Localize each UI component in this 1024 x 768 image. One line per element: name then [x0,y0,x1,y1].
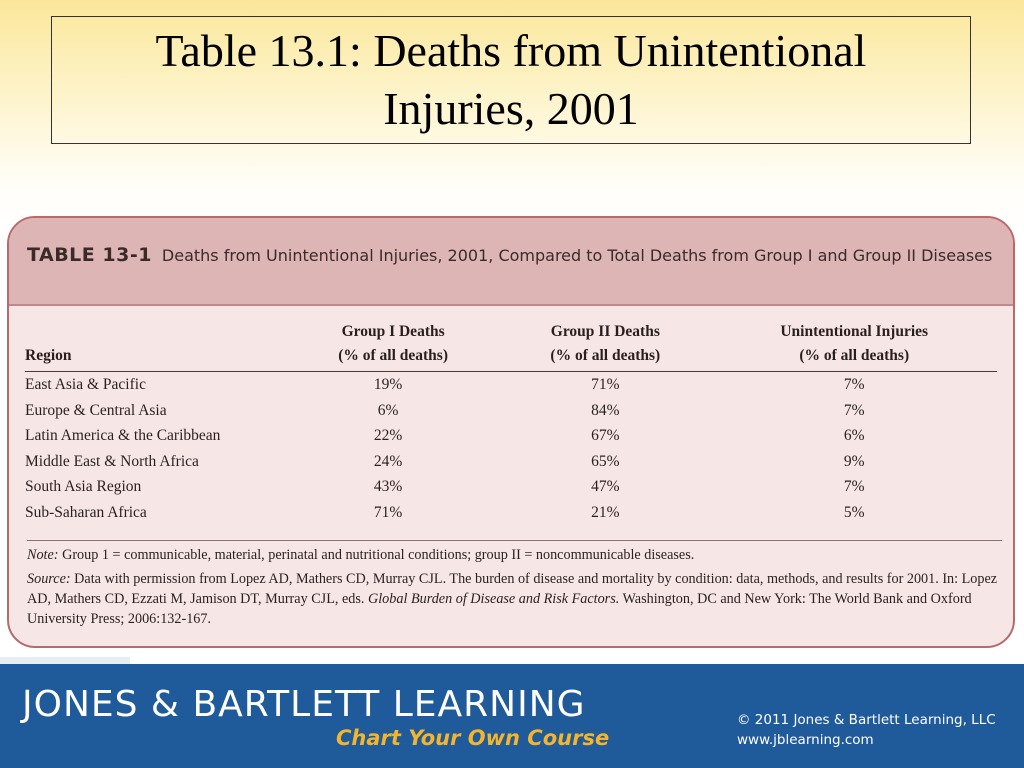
table-row: Latin America & the Caribbean 22% 67% 6% [25,423,997,449]
table-row: Europe & Central Asia 6% 84% 7% [25,398,997,424]
column-header-group-ii: Group II Deaths (% of all deaths) [550,323,661,364]
unintentional-cell: 9% [843,452,865,470]
slide-title: Table 13.1: Deaths from Unintentional In… [51,16,971,144]
group-i-cell: 43% [373,478,403,495]
notes-divider [27,540,1002,541]
slide-title-line-2: Injuries, 2001 [383,83,639,134]
region-cell: Sub-Saharan Africa [25,503,147,521]
publisher-logo-text: JONES & BARTLETT LEARNING [22,684,586,725]
slide-title-line-1: Table 13.1: Deaths from Unintentional [155,25,867,76]
note-text: Group 1 = communicable, material, perina… [58,547,695,563]
unintentional-cell: 7% [843,478,865,495]
publisher-tagline: Chart Your Own Course [336,726,610,750]
table-header-row: Region Group I Deaths (% of all deaths) … [25,320,997,372]
source-text-2: Washington, DC and New York: The World B… [27,591,972,627]
region-cell: Europe & Central Asia [25,401,167,419]
data-table: Region Group I Deaths (% of all deaths) … [25,320,997,525]
footer-accent-strip [0,657,130,664]
note-paragraph: Note: Group 1 = communicable, material, … [27,545,1002,565]
group-i-cell: 19% [373,376,403,393]
table-row: Middle East & North Africa 24% 65% 9% [25,449,997,475]
source-paragraph: Source: Data with permission from Lopez … [27,569,1002,629]
group-ii-cell: 84% [591,401,620,419]
group-i-cell: 22% [373,427,403,444]
table-card: TABLE 13-1 Deaths from Unintentional Inju… [7,216,1015,648]
table-row: East Asia & Pacific 19% 71% 7% [25,372,997,398]
group-ii-cell: 21% [591,503,620,521]
table-row: South Asia Region 43% 47% 7% [25,474,997,500]
table-label: TABLE 13-1 [27,244,152,266]
group-ii-cell: 67% [591,427,620,444]
source-text-1: Data with permission from Lopez AD, Math… [27,571,998,607]
copyright-text: © 2011 Jones & Bartlett Learning, LLC [737,712,996,728]
unintentional-cell: 7% [843,376,865,393]
column-header-unintentional-injuries: Unintentional Injuries (% of all deaths) [780,323,929,364]
note-label: Note: [27,547,59,563]
source-label: Source: [27,571,71,587]
footer-banner: JONES & BARTLETT LEARNING Chart Your Own… [0,664,1024,768]
group-ii-cell: 47% [591,478,620,495]
table-header: TABLE 13-1 Deaths from Unintentional Inju… [9,218,1013,306]
table-notes: Note: Group 1 = communicable, material, … [27,540,1002,633]
unintentional-cell: 5% [843,503,865,521]
table-caption: Deaths from Unintentional Injuries, 2001… [161,246,993,265]
table-row: Sub-Saharan Africa 71% 21% 5% [25,500,997,526]
unintentional-cell: 7% [843,401,865,419]
group-ii-cell: 65% [591,452,620,470]
website-link[interactable]: www.jblearning.com [737,732,874,748]
unintentional-cell: 6% [843,427,865,444]
region-cell: Middle East & North Africa [25,452,199,470]
region-cell: East Asia & Pacific [25,376,146,393]
source-book-title: Global Burden of Disease and Risk Factor… [367,591,620,607]
group-ii-cell: 71% [591,376,620,393]
group-i-cell: 71% [373,503,403,521]
copyright-block: © 2011 Jones & Bartlett Learning, LLC ww… [737,710,996,750]
column-header-region: Region [25,347,72,364]
group-i-cell: 6% [377,401,399,419]
column-header-group-i: Group I Deaths (% of all deaths) [338,323,448,364]
region-cell: South Asia Region [25,478,142,495]
region-cell: Latin America & the Caribbean [25,427,221,444]
group-i-cell: 24% [373,452,403,470]
